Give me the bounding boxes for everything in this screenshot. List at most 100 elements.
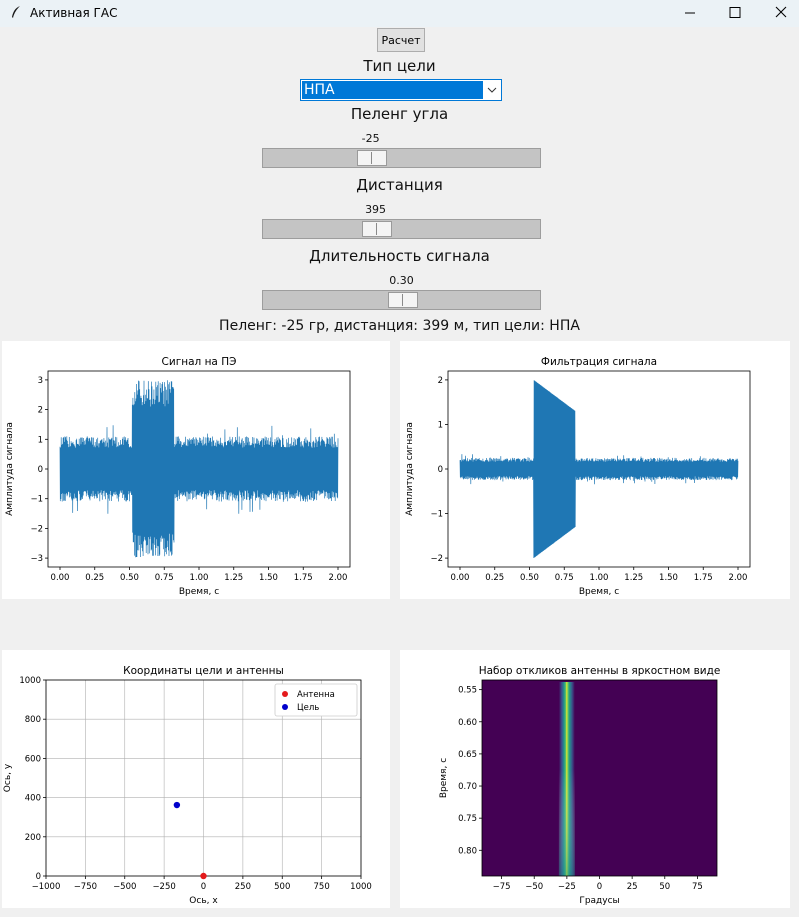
y-tick-label: 0.65 [458, 750, 477, 760]
legend-box [274, 683, 358, 717]
x-axis-label: Время, с [579, 587, 619, 597]
signal-chart-panel: Сигнал на ПЭ Время, с Амплитуда сигнала 0.0… [2, 341, 390, 599]
y-tick-label: 0.55 [458, 686, 477, 696]
x-axis-label: Градусы [579, 896, 619, 906]
y-tick-label: −1 [30, 495, 43, 505]
x-tick-label: 2.00 [729, 573, 748, 583]
distance-slider-thumb[interactable] [361, 221, 392, 237]
y-axis-label: Время, с [439, 758, 449, 798]
y-tick-label: 400 [25, 794, 41, 804]
heatmap-background [482, 680, 717, 876]
x-tick-label: −1000 [32, 882, 61, 892]
y-tick-label: 0.60 [458, 718, 477, 728]
x-tick-label: 1.00 [190, 573, 209, 583]
y-tick-label: 2 [38, 406, 43, 416]
y-tick-label: 0.75 [458, 814, 477, 824]
x-axis-label: Ось, x [189, 896, 218, 906]
y-tick-label: 800 [25, 715, 41, 725]
y-tick-label: 1000 [19, 676, 41, 686]
minimize-icon[interactable] [668, 0, 714, 27]
legend-label: Антенна [297, 690, 335, 700]
duration-label: Длительность сигнала [309, 247, 490, 265]
legend-label: Цель [297, 703, 319, 713]
duration-scale-value: 0.30 [389, 274, 414, 287]
x-tick-label: 50 [659, 882, 670, 892]
y-tick-label: −3 [30, 554, 43, 564]
feather-icon [12, 6, 20, 18]
x-tick-label: 0.75 [555, 573, 574, 583]
y-tick-label: −2 [30, 524, 43, 534]
calculate-button[interactable]: Расчет [377, 28, 425, 52]
x-tick-label: 1.50 [659, 573, 678, 583]
y-axis-label: Амплитуда сигнала [405, 422, 415, 516]
x-tick-label: 75 [692, 882, 703, 892]
x-tick-label: 25 [627, 882, 638, 892]
x-tick-label: 1.75 [294, 573, 313, 583]
x-tick-label: 1.25 [224, 573, 243, 583]
close-icon[interactable] [757, 0, 799, 27]
y-tick-label: −1 [430, 510, 443, 520]
duration-slider-thumb[interactable] [387, 292, 418, 308]
legend-marker [282, 704, 288, 710]
x-tick-label: 1000 [350, 882, 372, 892]
x-tick-label: 0.25 [85, 573, 104, 583]
x-tick-label: 2.00 [329, 573, 348, 583]
x-tick-label: 0.00 [51, 573, 70, 583]
signal-line [59, 380, 339, 558]
filtered-chart-panel: Фильтрация сигнала Время, с Амплитуда сигн… [400, 341, 790, 599]
bearing-slider-thumb[interactable] [356, 150, 387, 166]
bearing-label: Пеленг угла [350, 105, 449, 123]
x-tick-label: −500 [113, 882, 136, 892]
x-axis-label: Время, с [179, 587, 219, 597]
x-tick-label: 0.00 [451, 573, 470, 583]
maximize-icon[interactable] [712, 0, 758, 27]
result-text: Пеленг: -25 гр, дистанция: 399 м, тип це… [219, 318, 580, 334]
x-tick-label: 1.25 [624, 573, 643, 583]
x-tick-label: 0.50 [520, 573, 539, 583]
chart-title: Набор откликов антенны в яркостном виде [479, 665, 721, 677]
y-tick-label: −2 [430, 554, 443, 564]
target-type-label: Тип цели [363, 57, 436, 75]
chart-title: Координаты цели и антенны [123, 665, 284, 677]
filtered-chart: Фильтрация сигнала Время, с Амплитуда сигн… [405, 356, 751, 597]
chevron-down-icon[interactable] [486, 84, 498, 96]
y-tick-label: 0 [438, 465, 443, 475]
x-tick-label: 1.00 [590, 573, 609, 583]
x-tick-label: −75 [493, 882, 511, 892]
y-axis-label: Ось, y [3, 763, 13, 792]
x-tick-label: 500 [274, 882, 290, 892]
target-type-select[interactable]: НПА [300, 79, 502, 101]
y-tick-label: 0 [38, 465, 43, 475]
coords-chart: −1000 −750 −500 −250 0 250 500 750 1000 0 200 400 60… [3, 665, 372, 906]
legend-marker [282, 691, 288, 697]
x-tick-label: −250 [152, 882, 175, 892]
y-tick-label: 0.80 [458, 846, 477, 856]
target-point [173, 801, 181, 809]
x-tick-label: 250 [235, 882, 251, 892]
duration-slider[interactable] [262, 290, 541, 310]
target-type-value: НПА [302, 81, 483, 99]
x-tick-label: 0 [597, 882, 602, 892]
y-tick-label: 0.70 [458, 782, 477, 792]
x-tick-label: −50 [525, 882, 543, 892]
heatmap-chart: Набор откликов антенны в яркостном виде Г… [439, 665, 721, 906]
coords-chart-panel: −1000 −750 −500 −250 0 250 500 750 1000 0 200 400 60… [2, 650, 390, 908]
distance-scale-value: 395 [365, 203, 387, 216]
x-tick-label: −25 [558, 882, 576, 892]
chart-title: Фильтрация сигнала [541, 356, 657, 368]
y-tick-label: 600 [25, 754, 41, 764]
y-tick-label: 200 [25, 833, 41, 843]
antenna-point [200, 872, 207, 880]
distance-slider[interactable] [262, 219, 541, 239]
x-tick-label: 750 [314, 882, 330, 892]
x-tick-label: 1.75 [694, 573, 713, 583]
x-tick-label: 0.50 [120, 573, 139, 583]
signal-chart: Сигнал на ПЭ Время, с Амплитуда сигнала 0.0… [5, 356, 351, 597]
x-tick-label: 0.25 [485, 573, 504, 583]
bearing-scale-value: -25 [361, 132, 380, 145]
x-tick-label: 0 [201, 882, 206, 892]
bearing-slider[interactable] [262, 148, 541, 168]
chart-title: Сигнал на ПЭ [162, 356, 237, 368]
y-tick-label: 0 [36, 872, 41, 882]
y-tick-label: 1 [438, 420, 443, 430]
